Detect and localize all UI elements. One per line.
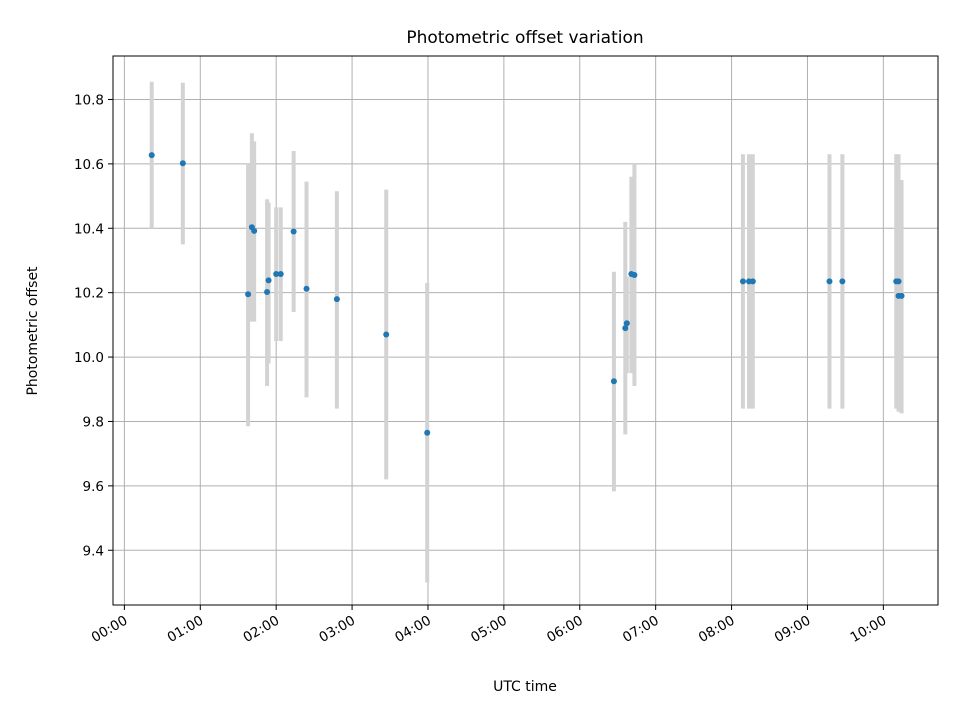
y-tick-label: 10.4 xyxy=(74,221,104,237)
y-axis-ticks: 9.4 9.6 9.8 10.0 10.2 10.4 10.6 10.8 xyxy=(74,92,113,559)
data-point xyxy=(273,270,280,277)
data-point xyxy=(333,296,340,303)
data-point xyxy=(277,270,284,277)
data-point xyxy=(303,285,310,292)
data-point xyxy=(424,429,431,436)
data-point xyxy=(898,292,905,299)
data-point xyxy=(179,160,186,167)
plot-frame xyxy=(112,55,939,606)
y-tick-label: 9.4 xyxy=(83,543,104,559)
data-point xyxy=(264,289,271,296)
data-markers xyxy=(148,152,905,436)
data-point xyxy=(245,291,252,298)
x-axis-label: UTC time xyxy=(493,679,557,695)
y-axis-label: Photometric offset xyxy=(25,266,41,396)
y-tick-label: 10.2 xyxy=(74,286,104,302)
data-point xyxy=(623,320,630,327)
y-tick-label: 10.0 xyxy=(74,350,104,366)
data-point xyxy=(739,278,746,285)
data-point xyxy=(383,331,390,338)
data-point xyxy=(622,325,629,332)
data-point xyxy=(610,378,617,385)
data-point xyxy=(265,277,272,284)
data-point xyxy=(839,278,846,285)
grid xyxy=(113,56,938,605)
data-point xyxy=(148,152,155,159)
data-point xyxy=(895,278,902,285)
y-tick-label: 9.8 xyxy=(83,414,104,430)
chart-title: Photometric offset variation xyxy=(406,28,643,48)
y-tick-label: 10.6 xyxy=(74,157,104,173)
data-point xyxy=(749,278,756,285)
data-point xyxy=(290,228,297,235)
data-point xyxy=(251,227,258,234)
y-tick-label: 9.6 xyxy=(83,479,104,495)
data-point xyxy=(826,278,833,285)
data-point xyxy=(631,271,638,278)
y-tick-label: 10.8 xyxy=(74,92,104,108)
